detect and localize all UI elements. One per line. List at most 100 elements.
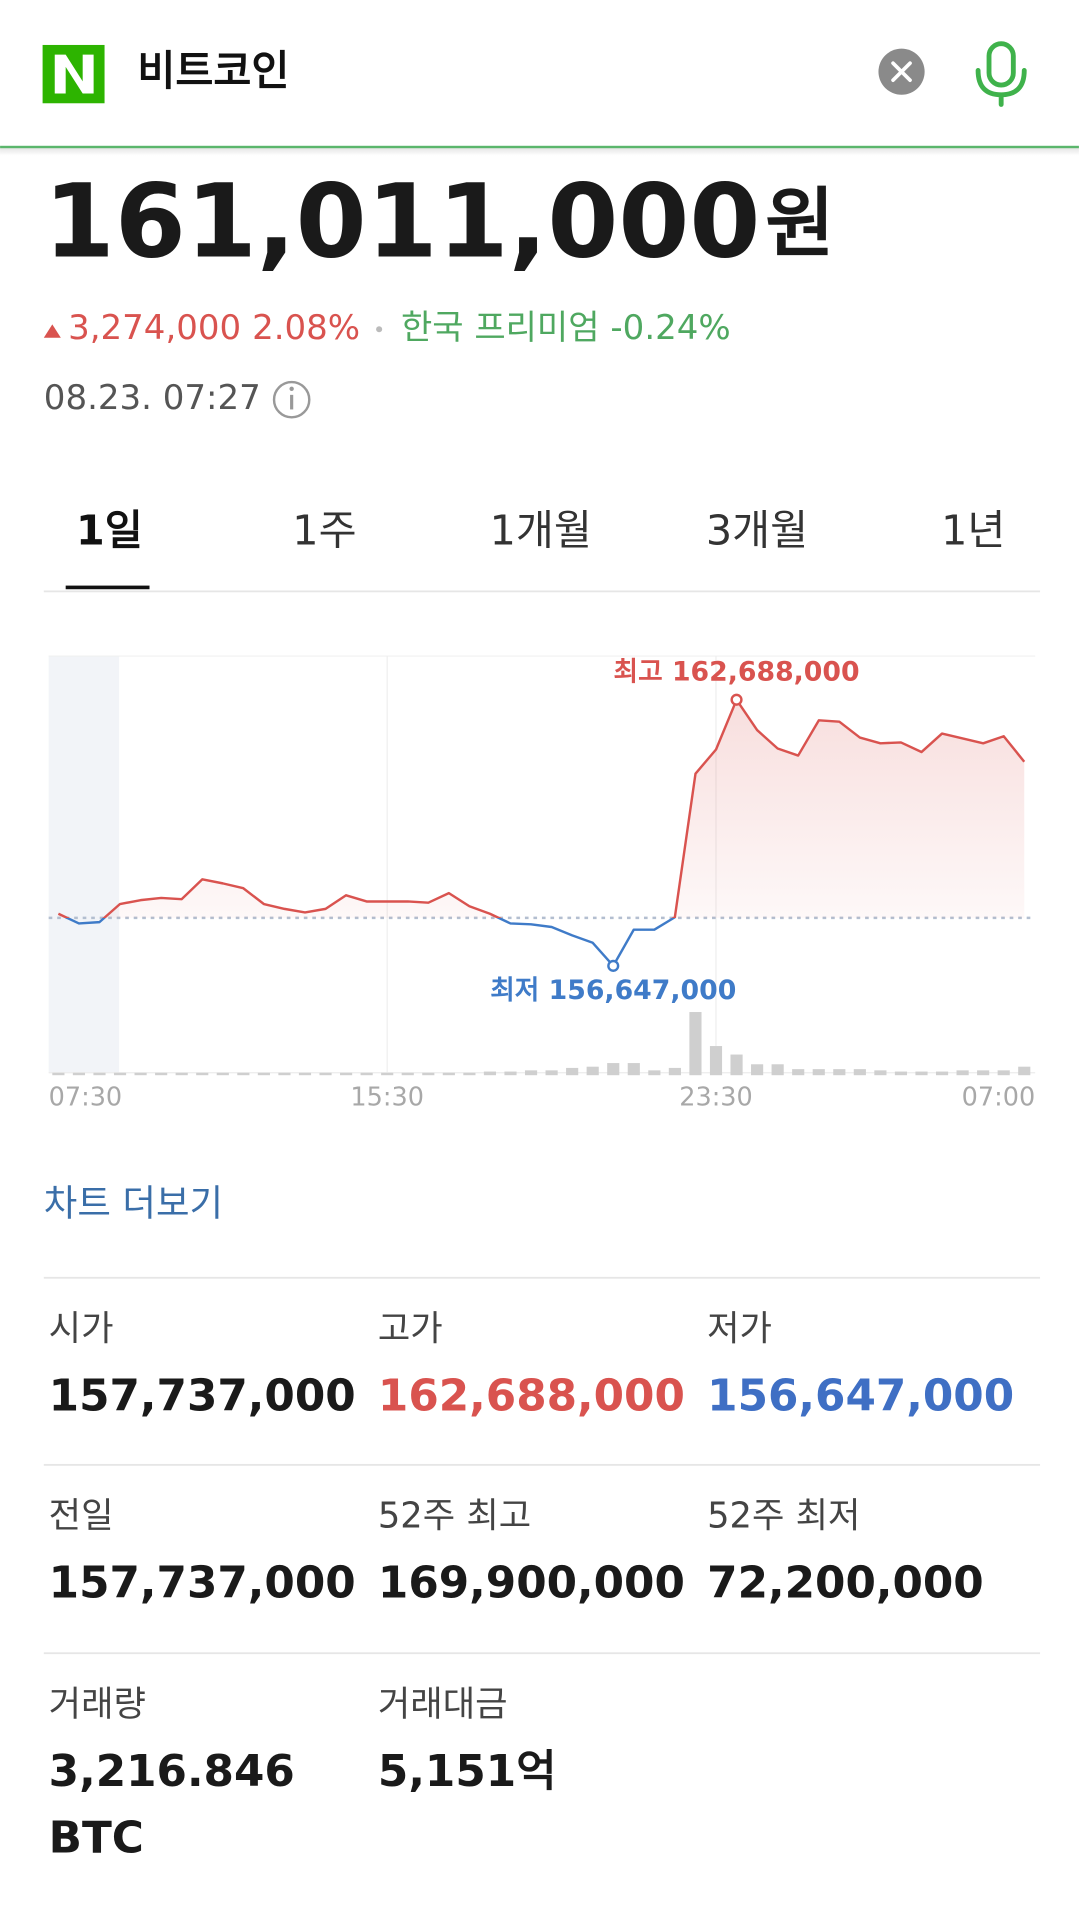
volume-bar — [463, 1072, 476, 1076]
search-query[interactable]: 비트코인 — [137, 47, 289, 95]
volume-bar — [627, 1063, 640, 1076]
volume-bar — [668, 1067, 681, 1076]
volume-bar — [216, 1072, 229, 1076]
volume-bar — [360, 1072, 373, 1076]
change-pct: 2.08% — [252, 308, 360, 348]
volume-bar — [442, 1072, 455, 1076]
x-tick-label: 07:30 — [49, 1082, 123, 1112]
volume-bar — [504, 1071, 517, 1076]
tabs-divider — [43, 590, 1041, 593]
volume-bar — [175, 1072, 188, 1076]
volume-bar — [853, 1069, 866, 1076]
volume-bar — [401, 1072, 414, 1076]
volume-bar — [257, 1072, 270, 1076]
premium: 한국 프리미엄 -0.24% — [401, 308, 731, 348]
x-tick-label: 23:30 — [679, 1082, 753, 1112]
stat-value: 157,737,000 — [49, 1557, 356, 1608]
tab-underline — [65, 585, 150, 590]
tab[interactable]: 1일 — [76, 506, 143, 554]
volume-bar — [278, 1072, 291, 1076]
tab[interactable]: 3개월 — [706, 506, 808, 554]
period-tabs: 1일 1주 1개월 3개월 1년 — [65, 506, 1005, 590]
header-shadow — [0, 148, 1079, 156]
x-tick-label: 07:00 — [962, 1082, 1036, 1112]
volume-bar — [977, 1070, 990, 1076]
volume-bar — [874, 1070, 887, 1076]
price-change: 3,274,000 2.08% — [68, 308, 360, 348]
stat-label: 52주 최저 — [707, 1495, 860, 1536]
price-area — [58, 699, 1025, 966]
x-tick-label: 15:30 — [350, 1082, 424, 1112]
volume-bar — [237, 1072, 250, 1076]
stat-value: 169,900,000 — [378, 1557, 685, 1608]
row-divider — [43, 1652, 1041, 1655]
volume-bar — [134, 1072, 147, 1076]
row-divider — [43, 1276, 1041, 1279]
separator-dot — [376, 326, 383, 333]
volume-bar — [894, 1071, 908, 1076]
volume-bar — [196, 1072, 209, 1076]
row-divider — [43, 1463, 1041, 1466]
volume-bar — [751, 1064, 764, 1076]
pre-session-shade — [48, 656, 120, 1073]
voice-search[interactable] — [975, 41, 1027, 107]
volume-bar — [566, 1067, 579, 1076]
volume-bar — [483, 1071, 497, 1076]
stat-value: 157,737,000 — [49, 1370, 356, 1421]
info-icon[interactable] — [272, 380, 311, 419]
volume-bar — [52, 1072, 65, 1076]
tab[interactable]: 1주 — [292, 506, 356, 554]
volume-bar — [113, 1072, 127, 1076]
up-arrow — [43, 324, 61, 338]
clear-icon — [891, 61, 912, 83]
volume-bar — [524, 1070, 538, 1076]
stat-label: 고가 — [378, 1308, 443, 1349]
stat-unit: BTC — [49, 1813, 144, 1864]
stat-label: 거래대금 — [378, 1684, 508, 1725]
premium-value: -0.24% — [610, 308, 730, 348]
high-marker — [730, 693, 743, 706]
volume-bar — [997, 1070, 1010, 1076]
volume-bar — [935, 1071, 949, 1076]
volume-bar — [833, 1069, 846, 1076]
logo-letter — [54, 54, 94, 94]
volume-bar — [586, 1066, 599, 1076]
stat-value: 5,151억 — [378, 1746, 557, 1797]
stat-value: 162,688,000 — [378, 1370, 685, 1421]
stat-value: 72,200,000 — [707, 1557, 984, 1608]
volume-bar — [155, 1072, 168, 1076]
volume-bar — [709, 1046, 723, 1076]
high-label: 최고 162,688,000 — [614, 657, 860, 688]
current-price: 161,011,000원 — [44, 162, 835, 281]
volume-bar — [72, 1072, 86, 1076]
timestamp: 08.23. 07:27 — [44, 378, 261, 418]
tab[interactable]: 1년 — [941, 506, 1005, 554]
premium-label: 한국 프리미엄 — [401, 308, 600, 348]
low-label: 최저 156,647,000 — [490, 975, 736, 1006]
change-amount: 3,274,000 — [68, 308, 241, 348]
stat-label: 전일 — [49, 1495, 114, 1536]
volume-bar — [1018, 1066, 1031, 1076]
volume-bar — [812, 1069, 825, 1076]
volume-bar — [607, 1063, 620, 1076]
stat-label: 시가 — [49, 1308, 114, 1349]
volume-bar — [422, 1072, 435, 1076]
price-value: 161,011,000 — [44, 162, 761, 281]
tab[interactable]: 1개월 — [490, 506, 592, 554]
stat-label: 저가 — [707, 1308, 772, 1349]
stats-table: 시가 157,737,000 고가 162,688,000 저가 156,647,000 전… — [43, 1276, 1041, 1864]
header-line — [0, 145, 1079, 149]
volume-bar — [298, 1072, 312, 1076]
volume-bar — [648, 1070, 661, 1076]
more-chart-link[interactable]: 차트 더보기 — [44, 1182, 223, 1225]
price-line — [57, 698, 1026, 968]
volume-bar — [689, 1012, 702, 1076]
volume-bar — [771, 1064, 784, 1076]
volume-bar — [340, 1072, 353, 1076]
volume-bar — [545, 1070, 558, 1076]
volume-bar — [319, 1072, 332, 1076]
volume-bar — [956, 1070, 969, 1076]
volume-bar — [381, 1072, 394, 1076]
volume-bar — [792, 1069, 805, 1076]
